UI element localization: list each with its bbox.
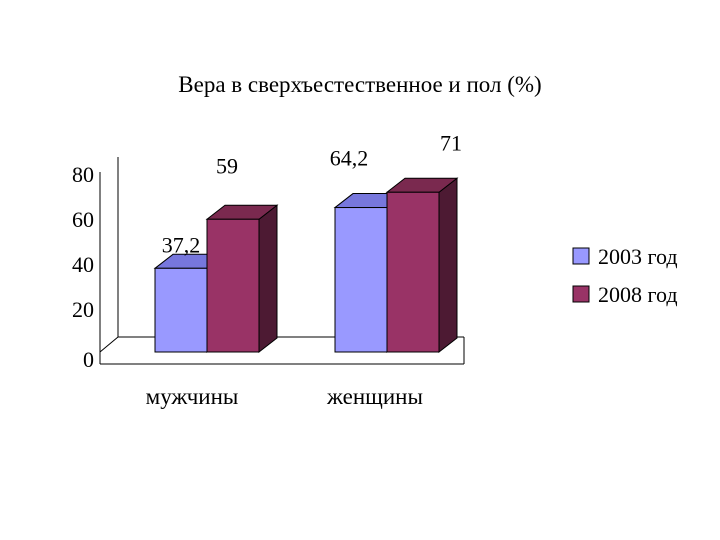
- y-tick-labels: 0 20 40 60 80: [72, 162, 94, 372]
- data-label: 59: [216, 153, 238, 178]
- data-label: 71: [440, 130, 462, 155]
- bar: [385, 177, 459, 354]
- data-label: 64,2: [330, 146, 369, 171]
- legend-swatch: [572, 285, 590, 303]
- bar-side: [438, 177, 458, 354]
- bar-front: [386, 191, 440, 353]
- y-tick-label: 40: [72, 252, 94, 277]
- legend-label: 2008 год: [598, 282, 678, 307]
- category-label: женщины: [326, 384, 423, 409]
- bar-front: [206, 218, 260, 353]
- bars: [153, 177, 459, 354]
- legend: 2003 год 2008 год: [572, 244, 678, 307]
- bar: [205, 204, 279, 354]
- category-label: мужчины: [146, 384, 239, 409]
- y-tick-label: 80: [72, 162, 94, 187]
- chart-title: Вера в сверхъестественное и пол (%): [178, 72, 541, 97]
- bar-front: [154, 267, 208, 353]
- category-labels: мужчины женщины: [146, 384, 423, 409]
- legend-label: 2003 год: [598, 244, 678, 269]
- data-labels: 37,2 59 64,2 71: [162, 130, 462, 257]
- bar-front: [334, 207, 388, 353]
- y-tick-label: 0: [83, 347, 94, 372]
- data-label: 37,2: [162, 232, 201, 257]
- legend-swatch: [572, 247, 590, 265]
- y-tick-label: 60: [72, 207, 94, 232]
- y-tick-label: 20: [72, 297, 94, 322]
- bar-side: [258, 204, 278, 354]
